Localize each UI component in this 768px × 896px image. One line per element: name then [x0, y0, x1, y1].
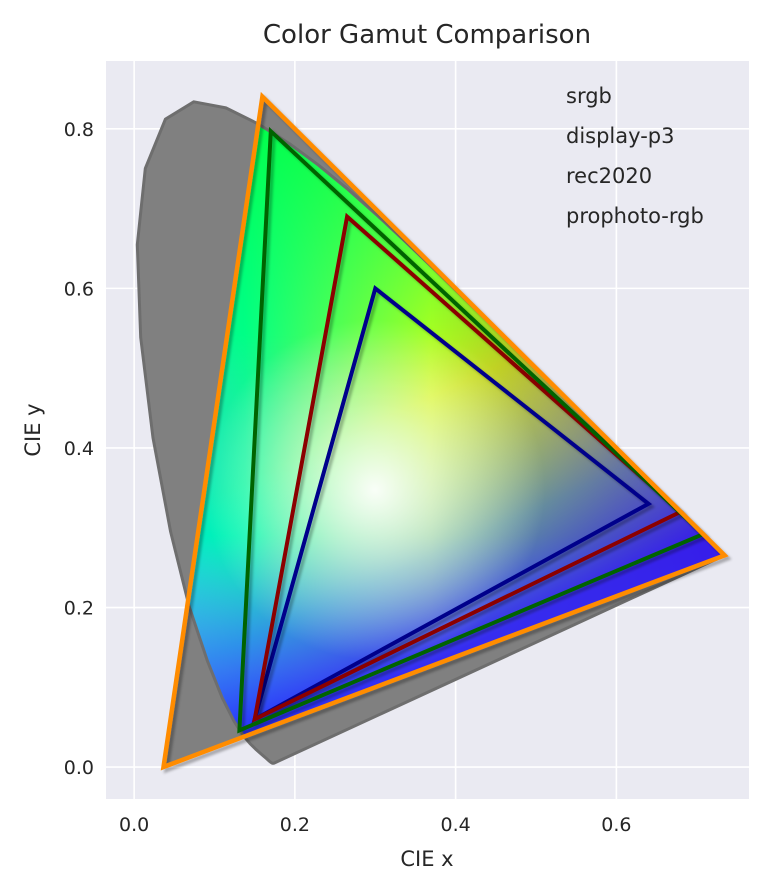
- legend-label-prophoto-rgb: prophoto-rgb: [566, 204, 704, 228]
- gamut-series: [160, 91, 729, 771]
- x-tick-label: 0.6: [601, 814, 631, 836]
- x-axis-ticks: 0.0 0.2 0.4 0.6: [119, 814, 631, 836]
- chart-title: Color Gamut Comparison: [263, 20, 591, 50]
- legend: srgb display-p3 rec2020 prophoto-rgb: [486, 84, 704, 228]
- y-tick-label: 0.8: [64, 119, 94, 141]
- series-rec2020-triangle: [237, 126, 707, 734]
- legend-label-srgb: srgb: [566, 84, 612, 108]
- gamut-color-group: [163, 101, 725, 764]
- series-display-p3-triangle: [252, 212, 685, 723]
- x-axis-label: CIE x: [400, 847, 453, 871]
- y-tick-label: 0.2: [64, 598, 94, 620]
- y-tick-label: 0.0: [64, 757, 94, 779]
- gamut-color-inner: [163, 101, 725, 764]
- series-prophoto-rgb-triangle: [160, 91, 729, 771]
- plot-area: [135, 91, 729, 771]
- x-tick-label: 0.0: [119, 814, 149, 836]
- out-of-locus-region: [137, 96, 725, 768]
- y-tick-label: 0.6: [64, 278, 94, 300]
- legend-label-display-p3: display-p3: [566, 124, 674, 148]
- legend-label-rec2020: rec2020: [566, 164, 652, 188]
- x-tick-label: 0.4: [441, 814, 471, 836]
- series-srgb-triangle: [251, 284, 653, 724]
- x-tick-label: 0.2: [280, 814, 310, 836]
- y-axis-ticks: 0.0 0.2 0.4 0.6 0.8: [64, 119, 94, 779]
- gamut-whitepoint-glow: [163, 101, 725, 764]
- y-tick-label: 0.4: [64, 438, 94, 460]
- y-axis-label: CIE y: [21, 403, 45, 456]
